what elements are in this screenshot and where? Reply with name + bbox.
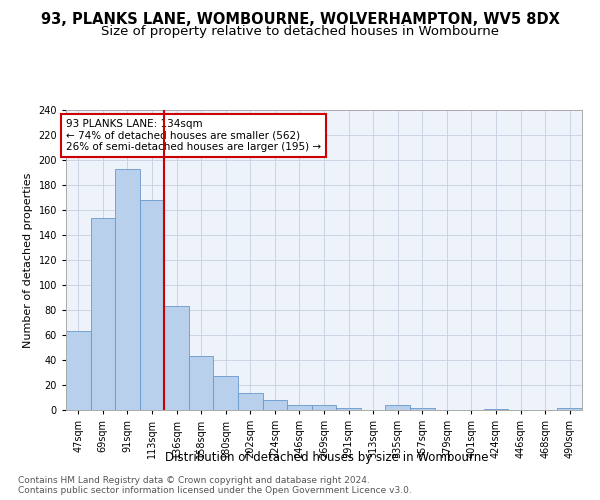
Bar [336,408,361,410]
Text: 93, PLANKS LANE, WOMBOURNE, WOLVERHAMPTON, WV5 8DX: 93, PLANKS LANE, WOMBOURNE, WOLVERHAMPTO… [41,12,559,28]
Bar [263,400,287,410]
Bar [214,376,238,410]
Bar [484,409,508,410]
Bar [287,405,312,410]
Text: Size of property relative to detached houses in Wombourne: Size of property relative to detached ho… [101,25,499,38]
Bar [164,306,189,410]
Bar [91,218,115,410]
Bar [189,356,214,410]
Bar [238,392,263,410]
Text: 93 PLANKS LANE: 134sqm
← 74% of detached houses are smaller (562)
26% of semi-de: 93 PLANKS LANE: 134sqm ← 74% of detached… [66,119,321,152]
Bar [140,200,164,410]
Text: Contains HM Land Registry data © Crown copyright and database right 2024.: Contains HM Land Registry data © Crown c… [18,476,370,485]
Bar [312,405,336,410]
Text: Distribution of detached houses by size in Wombourne: Distribution of detached houses by size … [165,451,489,464]
Bar [557,408,582,410]
Text: Contains public sector information licensed under the Open Government Licence v3: Contains public sector information licen… [18,486,412,495]
Bar [115,169,140,410]
Bar [385,405,410,410]
Bar [66,331,91,410]
Y-axis label: Number of detached properties: Number of detached properties [23,172,33,348]
Bar [410,408,434,410]
